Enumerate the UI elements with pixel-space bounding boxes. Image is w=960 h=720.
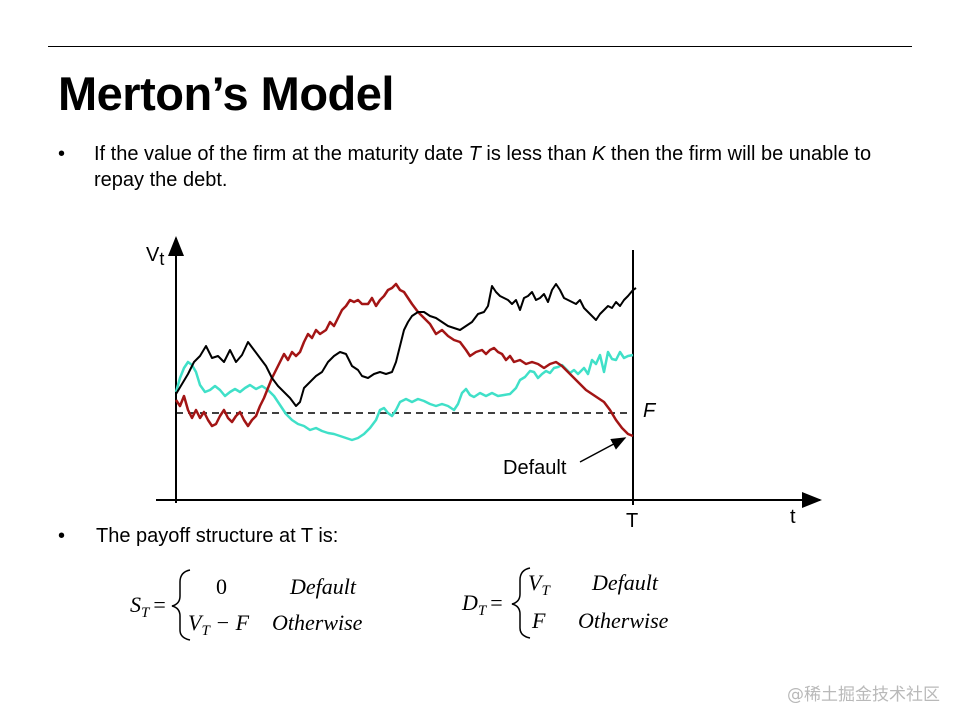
default-arrow — [579, 437, 627, 463]
svg-text:ST=: ST = — [130, 592, 166, 621]
x-axis-label: t — [790, 506, 796, 528]
left-brace — [171, 569, 191, 641]
default-label: Default — [503, 457, 567, 479]
svg-text:Otherwise: Otherwise — [578, 608, 669, 633]
svg-text:DT=: DT = — [461, 590, 503, 619]
bullet-text: The payoff structure at T is: — [96, 525, 339, 547]
bullet-text: If the value of the firm at the maturity… — [94, 143, 872, 191]
bullet-dot: • — [58, 143, 66, 165]
svg-text:VT: VT — [528, 570, 551, 599]
top-rule — [48, 46, 912, 47]
black-value-path — [175, 283, 637, 407]
red-value-path — [174, 282, 634, 438]
slide-title: Merton’s Model — [58, 67, 394, 120]
svg-text:Default: Default — [591, 570, 659, 595]
y-axis-label: Vt — [146, 244, 164, 269]
svg-text:VT − F: VT − F — [188, 610, 250, 639]
bullet-dot: • — [58, 525, 66, 547]
watermark: @稀土掘金技术社区 — [787, 685, 940, 705]
svg-text:F: F — [531, 608, 546, 633]
svg-text:0: 0 — [216, 574, 227, 599]
svg-text:Otherwise: Otherwise — [272, 610, 363, 635]
barrier-label: F — [643, 400, 657, 422]
left-brace — [511, 567, 531, 639]
maturity-label: T — [626, 510, 638, 532]
svg-text:Default: Default — [289, 574, 357, 599]
